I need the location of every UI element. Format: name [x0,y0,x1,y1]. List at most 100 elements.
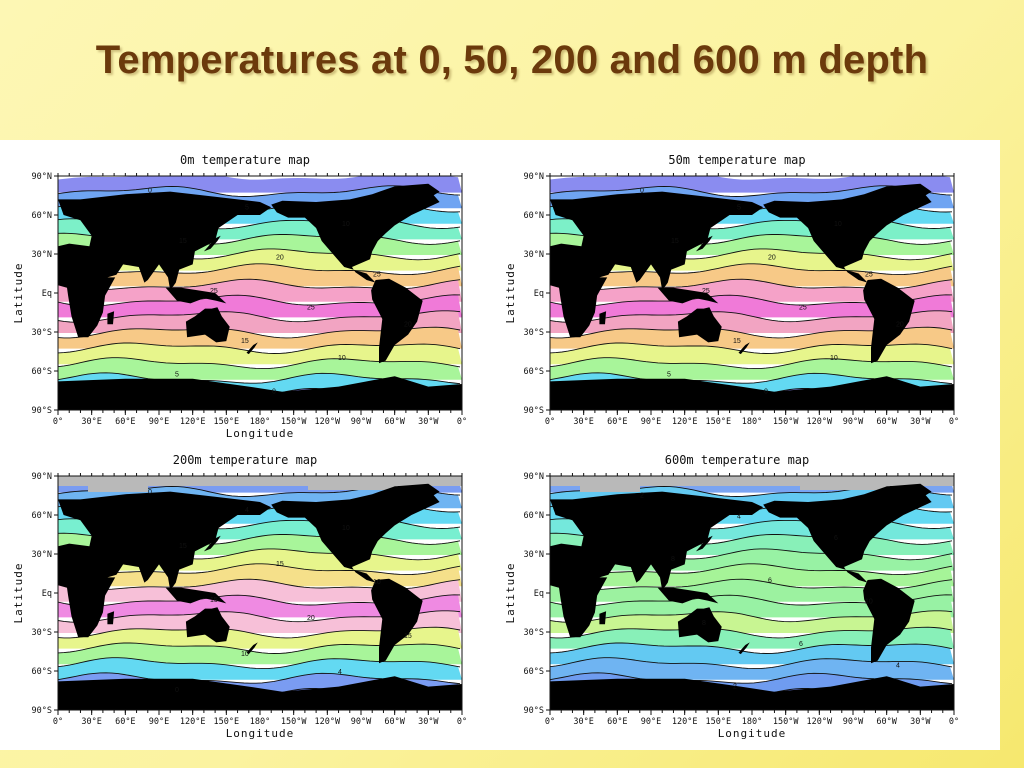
greenland-landmass [383,183,440,215]
isotherm-label: 6 [768,577,772,584]
isotherm-label: 6 [834,535,838,542]
x-axis-label: Longitude [226,427,295,440]
new-zealand-landmass [246,342,258,355]
isotherm-label: 15 [241,338,249,345]
lat-tick-label: 90°N [32,472,52,482]
indonesia-landmass [657,287,719,304]
temperature-band [550,343,954,365]
madagascar-landmass [107,311,115,325]
map-svg: 200m temperature map04101515101520151040… [12,453,467,740]
temperature-band [550,627,954,649]
lon-tick-label: 60°E [115,417,135,427]
temperature-band [58,594,462,618]
isotherm-label: 0 [175,687,179,694]
lon-tick-label: 0° [457,417,467,427]
lon-tick-label: 180° [250,717,270,727]
isotherm-label: 4 [896,662,900,669]
isotherm-label: 2 [733,684,737,691]
isotherm-label: 4 [737,514,741,521]
temperature-field: 0 4 10 15 15 10 15 20 15 10 4 0 [58,476,462,710]
isotherm-label: 5 [175,372,179,379]
lon-tick-label: 150°W [773,417,799,427]
lon-tick-label: 0° [545,717,555,727]
isotherm-line [550,263,953,276]
isotherm-label: 15 [179,238,187,245]
map-svg: 600m temperature map 2 4 6 8 6 10 8 6 4 2 90°N 60°N 3… [504,453,959,740]
isotherm-label: 10 [342,525,350,532]
indonesia-landmass [165,287,227,304]
madagascar-landmass [599,611,607,625]
lon-tick-label: 120°E [180,417,206,427]
japan-landmass [203,535,221,552]
map-title: 50m temperature map [668,153,805,167]
y-axis-label: Latitude [504,563,517,624]
lon-tick-label: 180° [742,717,762,727]
antarctica-landmass [550,376,954,410]
lon-tick-label: 90°E [149,717,169,727]
lat-tick-label: 30°S [32,628,52,638]
lat-tick-label: 30°S [524,328,544,338]
temperature-band [550,327,954,349]
isotherm-line [58,657,461,670]
africa-eurasia-landmass [550,191,764,338]
isotherm-label: 8 [671,556,675,563]
south-america-landmass [371,578,423,664]
australia-landmass [677,607,722,643]
lon-tick-label: 60°E [607,717,627,727]
lon-tick-label: 30°W [418,717,439,727]
isotherm-label: 15 [671,238,679,245]
temperature-field: 0 5 10 15 20 25 25 25 20 15 10 5 0 [550,176,954,410]
new-zealand-landmass [246,642,258,655]
isotherm-label: 25 [307,305,315,312]
lon-tick-label: 60°W [384,417,405,427]
lon-tick-label: 120°W [315,717,341,727]
isotherm-label: 25 [210,288,218,295]
isotherm-label: 4 [245,507,249,514]
temperature-band [58,579,462,602]
lat-tick-label: 90°S [32,406,52,416]
new-zealand-landmass [738,342,750,355]
lat-tick-label: 90°N [524,472,544,482]
japan-landmass [695,535,713,552]
isotherm-label: 5 [737,204,741,211]
lon-tick-label: 90°W [843,417,864,427]
slide-title: Temperatures at 0, 50, 200 and 600 m dep… [95,38,929,82]
no-data-region [58,476,462,486]
lat-tick-label: Eq [534,589,544,599]
isotherm-line [58,563,461,576]
lon-tick-label: 120°W [807,717,833,727]
lon-tick-label: 90°W [351,417,372,427]
africa-eurasia-landmass [550,491,764,638]
map-200m: 200m temperature map 0 4 10 15 15 10 15 20 15 10 4 0… [0,448,490,744]
africa-eurasia-landmass [58,191,272,338]
isotherm-label: 10 [342,221,350,228]
map-600m: 600m temperature map 2 4 6 8 6 10 8 6 4 2 90°N 60°N 3… [492,448,982,744]
lon-tick-label: 150°E [214,417,240,427]
lon-tick-label: 90°W [843,717,864,727]
temperature-field: 2 4 6 8 6 10 8 6 4 2 [550,476,954,710]
lon-tick-label: 0° [545,417,555,427]
lon-tick-label: 120°W [315,417,341,427]
lat-tick-label: 30°N [524,550,544,560]
map-title: 600m temperature map [665,453,810,467]
temperature-band [550,610,954,633]
temperature-band [550,643,954,665]
lat-tick-label: 90°S [524,406,544,416]
no-data-region [800,484,890,490]
africa-eurasia-landmass [58,491,272,638]
isotherm-label: 0 [272,388,276,395]
isotherm-label: 15 [733,338,741,345]
lon-tick-label: 0° [457,717,467,727]
isotherm-label: 5 [245,204,249,211]
lat-tick-label: 30°N [524,250,544,260]
temperature-band [58,610,462,633]
isotherm-label: 25 [702,288,710,295]
lon-tick-label: 90°E [641,417,661,427]
lon-tick-label: 150°E [214,717,240,727]
isotherm-label: 10 [834,221,842,228]
y-axis-label: Latitude [12,563,25,624]
lon-tick-label: 60°W [384,717,405,727]
isotherm-line [58,185,461,197]
isotherm-label: 8 [702,620,706,627]
isotherm-label: 10 [241,651,249,658]
